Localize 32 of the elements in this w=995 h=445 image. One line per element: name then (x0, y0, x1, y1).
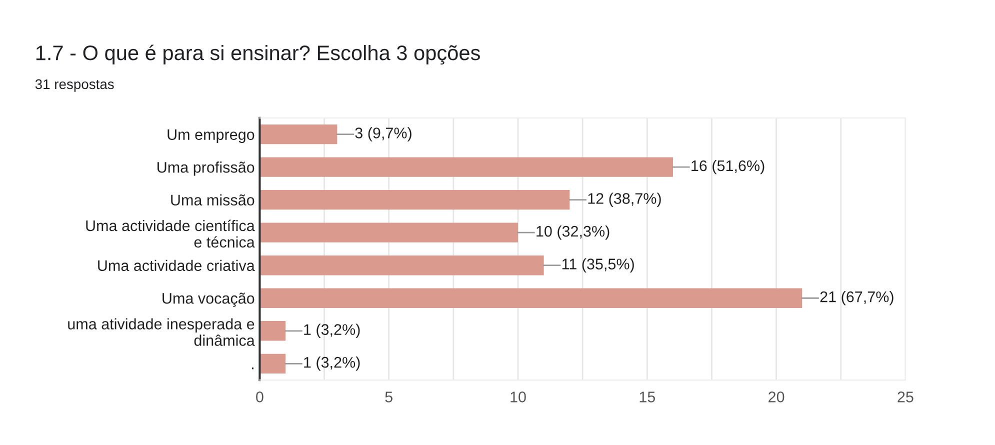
data-label: 11 (35,5%) (562, 258, 634, 272)
x-tick-label: 10 (510, 392, 526, 402)
data-label: 16 (51,6%) (692, 160, 764, 174)
data-label: 3 (9,7%) (355, 127, 412, 142)
y-tick-label: uma atividade inesperada e dinâmica (68, 318, 255, 346)
y-tick-label: Uma actividade científica e técnica (86, 220, 255, 248)
x-tick-label: 5 (385, 392, 392, 402)
data-label: 1 (3,2%) (304, 356, 360, 371)
y-tick-label: Uma vocação (162, 292, 254, 307)
text: 31 respostas (35, 79, 114, 92)
y-tick-label: Uma actividade criativa (98, 260, 255, 272)
x-tick-label: 0 (256, 392, 264, 402)
bar (260, 157, 673, 177)
y-tick-label: . (252, 368, 254, 370)
bar (260, 288, 802, 308)
x-tick-label: 15 (640, 392, 656, 402)
data-label: 12 (38,7%) (588, 192, 661, 207)
y-tick-label: Um emprego (168, 129, 254, 144)
x-tick-label: 25 (898, 392, 914, 402)
y-tick-label: Uma profissão (158, 162, 254, 176)
bar (260, 321, 286, 341)
bar (260, 256, 544, 276)
bar (260, 222, 518, 242)
bar (260, 190, 570, 210)
y-tick-label: Uma missão (171, 194, 254, 206)
bar (260, 354, 286, 374)
chart-title: 1.7 - O que é para si ensinar? Escolha 3 opções (36, 44, 480, 64)
data-label: 1 (3,2%) (304, 324, 360, 338)
data-label: 21 (67,7%) (820, 291, 894, 306)
data-label: 10 (32,3%) (536, 225, 610, 240)
bar (260, 124, 338, 144)
x-tick-label: 20 (768, 392, 784, 402)
